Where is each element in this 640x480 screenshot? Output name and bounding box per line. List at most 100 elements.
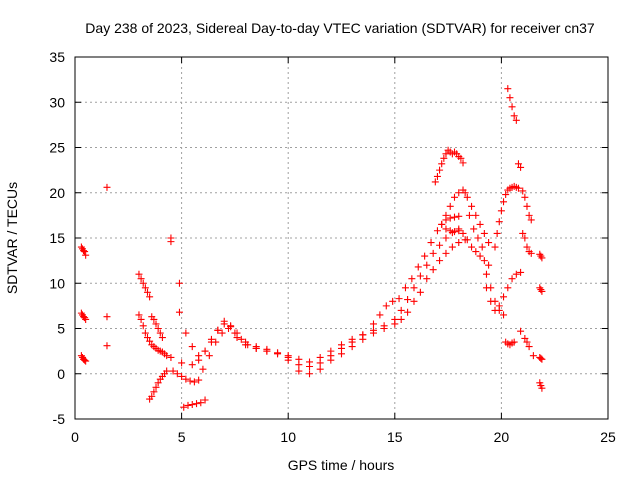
data-point: [103, 342, 111, 350]
data-point: [389, 297, 397, 305]
data-point: [433, 227, 441, 235]
data-point: [404, 308, 412, 316]
series-arc-19-20h: [482, 268, 525, 314]
data-point: [504, 284, 512, 292]
data-point: [446, 227, 454, 235]
data-point: [455, 189, 463, 197]
data-point: [397, 306, 405, 314]
data-point: [252, 344, 260, 352]
data-point: [527, 249, 535, 257]
data-point: [495, 302, 503, 310]
data-point: [436, 166, 444, 174]
data-point: [500, 198, 508, 206]
data-point: [178, 359, 186, 367]
series-start-arc-c: [77, 352, 90, 365]
data-point: [537, 354, 545, 362]
y-tick-label: 25: [49, 140, 65, 156]
y-tick-label: 20: [49, 185, 65, 201]
data-point: [465, 211, 473, 219]
data-point: [468, 202, 476, 210]
data-point: [491, 306, 499, 314]
data-point: [514, 160, 522, 168]
data-point: [175, 279, 183, 287]
series-arc-3h-c: [148, 313, 166, 342]
data-point: [184, 401, 192, 409]
series-end-arcs: [536, 250, 546, 392]
data-point: [169, 367, 177, 375]
series-arc-20h-low: [502, 338, 518, 349]
data-point: [103, 313, 111, 321]
data-point: [450, 213, 458, 221]
data-point: [218, 329, 226, 337]
data-point: [442, 225, 450, 233]
series-hump-18h: [442, 186, 493, 247]
data-point: [180, 403, 188, 411]
data-point: [306, 370, 314, 378]
data-point: [510, 112, 518, 120]
data-point: [527, 216, 535, 224]
data-point: [504, 85, 512, 93]
data-point: [197, 399, 205, 407]
data-point: [152, 383, 160, 391]
data-point: [523, 202, 531, 210]
data-point: [163, 352, 171, 360]
series-arc-3h-a: [135, 270, 154, 301]
data-point: [521, 193, 529, 201]
data-point: [508, 103, 516, 111]
data-point: [410, 297, 418, 305]
data-point: [442, 150, 450, 158]
data-point: [369, 320, 377, 328]
data-point: [139, 322, 147, 330]
data-point: [517, 327, 525, 335]
data-point: [195, 376, 203, 384]
data-point: [295, 367, 303, 375]
data-point: [455, 227, 463, 235]
data-point: [81, 356, 89, 364]
data-point: [436, 241, 444, 249]
data-point: [348, 343, 356, 351]
data-point: [404, 296, 412, 304]
data-point: [442, 249, 450, 257]
data-point: [480, 257, 488, 265]
data-point: [442, 234, 450, 242]
data-point: [480, 229, 488, 237]
data-point: [214, 326, 222, 334]
data-point: [135, 270, 143, 278]
data-point: [143, 288, 151, 296]
data-point: [167, 238, 175, 246]
data-point: [263, 347, 271, 355]
data-point: [167, 353, 175, 361]
data-point: [521, 334, 529, 342]
data-point: [146, 293, 154, 301]
data-point: [423, 261, 431, 269]
axis-ticks: 0 5 10 15 20 25 -5 0 5 10 15 20 25 30 35: [49, 49, 616, 445]
data-point: [188, 361, 196, 369]
x-tick-label: 25: [600, 429, 616, 445]
data-point: [137, 275, 145, 283]
series-arc-19h: [461, 189, 508, 319]
data-point: [369, 329, 377, 337]
data-point: [195, 352, 203, 360]
data-point: [476, 252, 484, 260]
data-point: [359, 335, 367, 343]
data-point: [429, 266, 437, 274]
data-point: [495, 218, 503, 226]
data-point: [141, 329, 149, 337]
data-point: [186, 377, 194, 385]
data-point: [472, 211, 480, 219]
data-point: [154, 325, 162, 332]
data-point: [182, 329, 190, 337]
data-point: [199, 365, 207, 373]
data-points: [77, 85, 546, 411]
data-point: [150, 388, 158, 396]
data-point: [442, 211, 450, 219]
data-point: [82, 315, 90, 323]
data-point: [201, 396, 209, 404]
data-point: [316, 365, 324, 373]
data-point: [446, 202, 454, 210]
series-arc-3h-neg: [146, 367, 171, 403]
data-point: [397, 315, 405, 323]
y-tick-label: 15: [49, 230, 65, 246]
data-point: [455, 239, 463, 247]
